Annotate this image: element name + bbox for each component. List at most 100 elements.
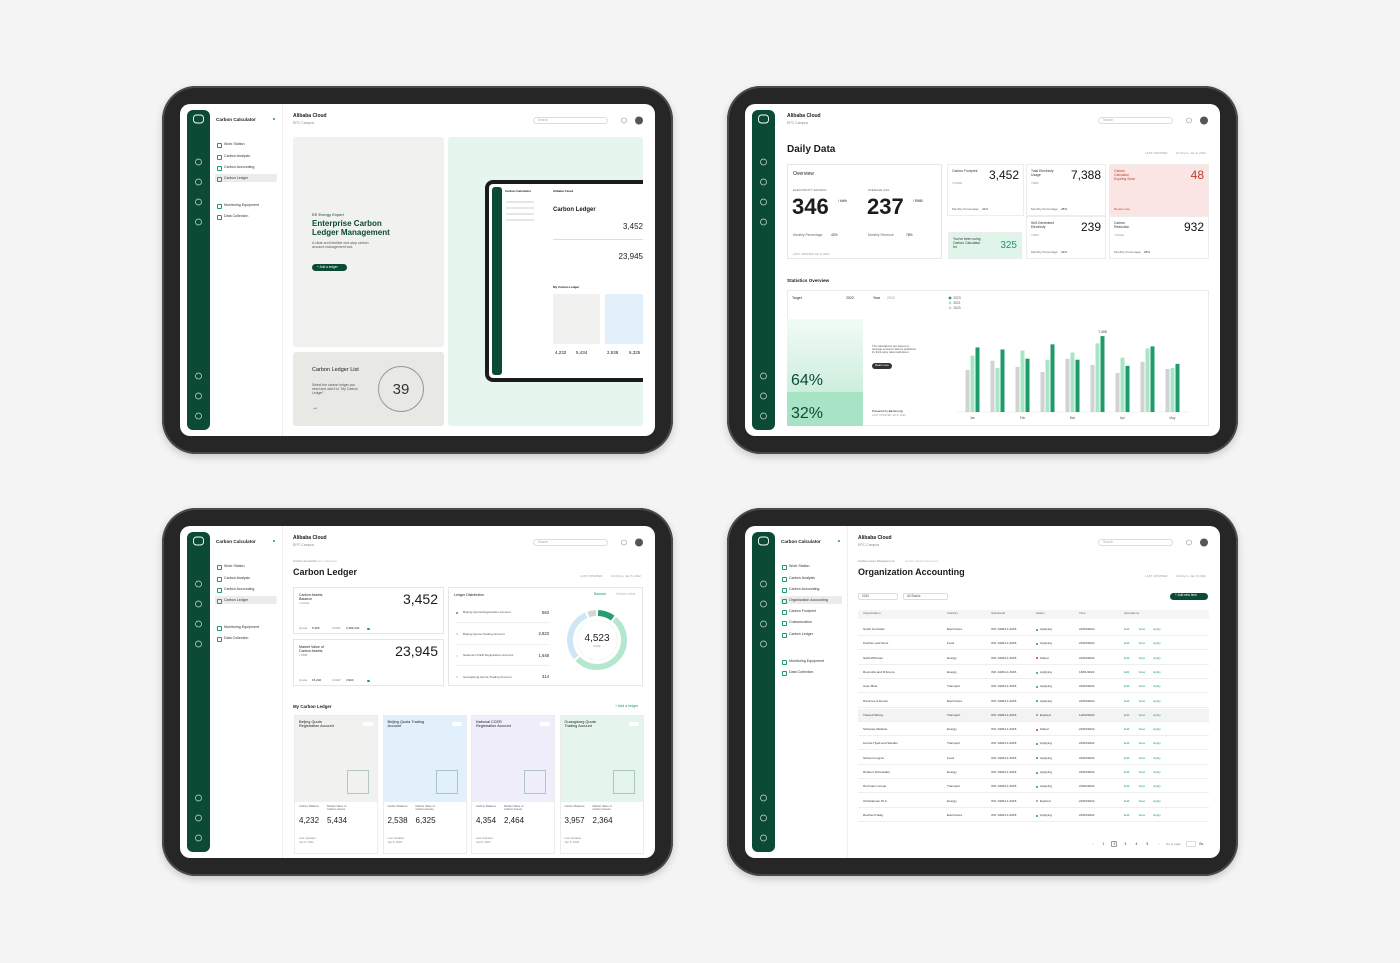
list-arrow: → bbox=[312, 405, 318, 411]
metric-unit: / tCO2e bbox=[1114, 233, 1125, 237]
kpi-meta: 42% bbox=[831, 233, 838, 237]
kpi-meta: 78% bbox=[906, 233, 913, 237]
updated-label: LAST UPDATED bbox=[1145, 574, 1168, 578]
legend-label: 2021 bbox=[954, 301, 961, 305]
operation-link: Edit bbox=[1124, 770, 1130, 774]
operation-link: Edit bbox=[1124, 784, 1130, 789]
list-card: Carbon Ledger List Select the carbon ledg… bbox=[293, 352, 444, 426]
table-cell: Applying bbox=[1040, 698, 1052, 703]
operation-link: View bbox=[1138, 712, 1146, 717]
count-ring bbox=[378, 366, 424, 412]
graphic bbox=[621, 538, 643, 547]
status-dot bbox=[1036, 771, 1038, 774]
nav-item: Carbon Analysis bbox=[224, 576, 250, 580]
bar bbox=[1095, 343, 1100, 412]
operation-link: Apply bbox=[1153, 641, 1161, 646]
updated-time: 10:34 pm, Jan 8, 2022 bbox=[611, 574, 641, 578]
search-box: Search bbox=[1098, 117, 1173, 124]
page-title: Carbon Ledger bbox=[293, 567, 358, 577]
nav-title: Carbon Calculator bbox=[216, 539, 256, 544]
table-cell: ISO 14064-1:2018 bbox=[991, 770, 1017, 774]
table-cell: Applying bbox=[1040, 684, 1052, 689]
avatar bbox=[635, 116, 643, 125]
preview-device: Carbon Calculator Alibaba Cloud Carbon Led… bbox=[485, 180, 643, 382]
bar bbox=[1170, 367, 1175, 412]
search-box: Search bbox=[533, 539, 608, 546]
nav-icon bbox=[195, 412, 202, 420]
kpi-value: 237 bbox=[867, 194, 904, 219]
nav-item: Work Station bbox=[789, 564, 810, 568]
value-label: Market Value of Carbon Assets bbox=[327, 804, 347, 812]
powered-by: Powered by EE Energy bbox=[872, 409, 904, 413]
operation-link: Edit bbox=[1124, 627, 1130, 631]
table-cell: 24/03/2022 bbox=[1079, 741, 1095, 746]
bar bbox=[995, 367, 1000, 412]
goto-label: Go to page bbox=[1166, 841, 1181, 846]
operation-link: Edit bbox=[1124, 798, 1130, 803]
operation-link: View bbox=[1138, 770, 1146, 774]
nav-icon bbox=[760, 794, 767, 802]
table-cell: ISO 14064-1:2018 bbox=[991, 727, 1017, 732]
screen: Carbon Calculator Work Station Carbon Anal… bbox=[180, 104, 655, 436]
asset-card: Carbon Assets Balance / tCO2e 3,452 Quota 5,… bbox=[293, 587, 444, 634]
operation-link: Apply bbox=[1153, 698, 1161, 703]
org-name: Alibaba Cloud bbox=[293, 535, 327, 541]
graphic bbox=[1186, 116, 1208, 125]
row-highlight bbox=[858, 708, 1209, 721]
operation-link: Edit bbox=[1124, 755, 1130, 760]
breadcrumb: Carbon Asset Management bbox=[858, 559, 895, 563]
operation-link: View bbox=[1138, 698, 1146, 703]
nav-icon bbox=[195, 814, 202, 822]
nav-icon bbox=[195, 640, 202, 648]
metric-value: 3,452 bbox=[988, 168, 1019, 182]
table-cell: ISO 14064-1:2018 bbox=[991, 812, 1017, 817]
button-label: + Add new item bbox=[1175, 593, 1197, 598]
metric-meta-label: Monthly Percentage bbox=[1031, 250, 1058, 254]
table-cell: Electronics bbox=[947, 698, 963, 703]
operation-link: Edit bbox=[1124, 684, 1130, 689]
nav-item-icon bbox=[217, 142, 222, 148]
nav-item-icon bbox=[782, 620, 787, 626]
distribution-tab: Balance bbox=[594, 592, 607, 596]
updated-label: Last Updated bbox=[476, 836, 493, 840]
asset-value: 3,452 bbox=[402, 591, 438, 607]
read-more: Read more bbox=[872, 363, 892, 369]
nav-title: Carbon Calculator bbox=[216, 117, 256, 122]
item-divider bbox=[456, 643, 549, 644]
status-dot bbox=[1036, 714, 1038, 717]
logo bbox=[193, 536, 204, 546]
nav-icon bbox=[760, 198, 767, 206]
table-cell: Applying bbox=[1040, 784, 1052, 789]
nav-item: Carbon Ledger bbox=[224, 598, 248, 602]
preview-balance: 3,452 bbox=[622, 222, 643, 231]
table-cell: Transport bbox=[947, 712, 961, 717]
nav-icon bbox=[195, 580, 202, 588]
operation-link: Edit bbox=[1124, 727, 1130, 732]
bar bbox=[1165, 368, 1170, 412]
nav-icon bbox=[195, 392, 202, 400]
add-button: + Add new item bbox=[1170, 593, 1208, 600]
asset-value: 23,945 bbox=[395, 643, 438, 659]
operation-link: View bbox=[1138, 741, 1146, 746]
donut-segment bbox=[567, 612, 588, 660]
operation-link: View bbox=[1138, 727, 1146, 732]
bar bbox=[1115, 373, 1120, 412]
operation-link: View bbox=[1138, 669, 1146, 674]
operation-link: Apply bbox=[1153, 741, 1161, 746]
nav-item: Data Collection bbox=[224, 214, 249, 218]
preview-nav-line bbox=[506, 201, 534, 203]
bar bbox=[1175, 363, 1180, 412]
org-name: Alibaba Cloud bbox=[293, 113, 327, 119]
distribution-title: Ledger Distribution bbox=[454, 593, 485, 597]
nav-item-icon bbox=[782, 576, 787, 582]
icon bbox=[1186, 539, 1192, 546]
nav-item: Data Collection bbox=[789, 670, 814, 674]
table-cell: Food bbox=[947, 755, 955, 760]
table-cell: Energy bbox=[947, 798, 957, 803]
page-active bbox=[1111, 841, 1117, 847]
preview-value: 2,538 bbox=[607, 350, 619, 355]
bar bbox=[1125, 365, 1130, 412]
nav-icon bbox=[760, 158, 767, 166]
